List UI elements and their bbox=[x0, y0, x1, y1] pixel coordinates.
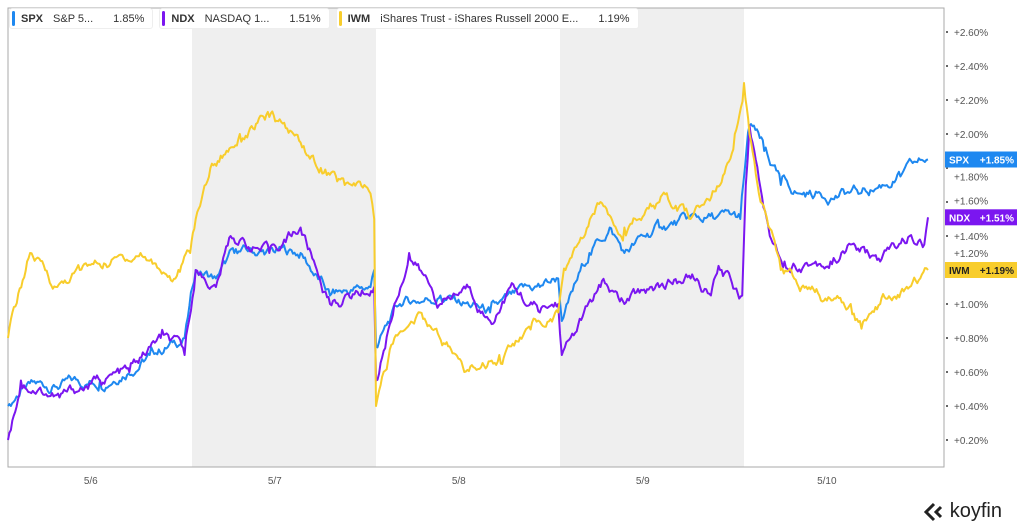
shaded-session bbox=[192, 8, 376, 467]
y-tick bbox=[946, 65, 948, 67]
y-tick bbox=[946, 405, 948, 407]
color-swatch bbox=[338, 11, 342, 26]
plot-frame bbox=[7, 7, 945, 468]
y-tick-label: +1.80% bbox=[954, 173, 988, 184]
legend-change: 1.85% bbox=[113, 12, 145, 25]
legend-item-spx[interactable]: SPX S&P 5... 1.85% bbox=[9, 8, 154, 29]
y-tick bbox=[946, 439, 948, 441]
legend-name: S&P 5... bbox=[53, 12, 94, 25]
last-value-label: +1.85% bbox=[980, 156, 1014, 167]
y-tick bbox=[946, 167, 948, 169]
y-tick-label: +0.40% bbox=[954, 402, 988, 413]
x-tick-label: 5/10 bbox=[817, 476, 837, 487]
y-tick bbox=[946, 133, 948, 135]
series-line-spx bbox=[7, 123, 929, 407]
shaded-session bbox=[560, 8, 744, 467]
y-tick-label: +2.20% bbox=[954, 96, 988, 107]
y-tick bbox=[946, 201, 948, 203]
legend-name: iShares Trust - iShares Russell 2000 E..… bbox=[380, 12, 579, 25]
series-line-iwm bbox=[7, 82, 929, 407]
y-tick bbox=[946, 337, 948, 339]
last-value-symbol: IWM bbox=[949, 266, 970, 277]
legend-change: 1.19% bbox=[598, 12, 630, 25]
y-tick-label: +1.20% bbox=[954, 249, 988, 260]
last-value-label: +1.19% bbox=[980, 266, 1014, 277]
x-tick-label: 5/7 bbox=[268, 476, 282, 487]
y-tick bbox=[946, 235, 948, 237]
logo-text: koyfin bbox=[949, 500, 1002, 522]
legend-item-ndx[interactable]: NDX NASDAQ 1... 1.51% bbox=[159, 8, 330, 29]
last-value-symbol: NDX bbox=[949, 213, 970, 224]
y-tick-label: +2.00% bbox=[954, 130, 988, 141]
y-tick-label: +1.60% bbox=[954, 196, 988, 207]
y-tick bbox=[946, 31, 948, 33]
y-tick-label: +0.60% bbox=[954, 368, 988, 379]
legend: SPX S&P 5... 1.85% NDX NASDAQ 1... 1.51%… bbox=[9, 8, 639, 29]
legend-symbol: NDX bbox=[171, 12, 195, 25]
y-tick bbox=[946, 303, 948, 305]
legend-change: 1.51% bbox=[289, 12, 321, 25]
x-tick-label: 5/6 bbox=[84, 476, 98, 487]
legend-symbol: IWM bbox=[347, 12, 371, 25]
legend-symbol: SPX bbox=[21, 12, 44, 25]
y-tick bbox=[946, 371, 948, 373]
x-tick-label: 5/8 bbox=[452, 476, 466, 487]
y-tick-label: +0.20% bbox=[954, 436, 988, 447]
series-line-ndx bbox=[7, 124, 929, 441]
koyfin-logo-icon bbox=[923, 502, 942, 521]
last-value-label: +1.51% bbox=[980, 213, 1014, 224]
last-value-tag-ndx bbox=[945, 209, 1017, 226]
last-value-symbol: SPX bbox=[949, 156, 969, 167]
legend-name: NASDAQ 1... bbox=[204, 12, 270, 25]
color-swatch bbox=[12, 11, 15, 26]
y-tick-label: +1.00% bbox=[954, 300, 988, 311]
legend-item-iwm[interactable]: IWM iShares Trust - iShares Russell 2000… bbox=[335, 8, 639, 29]
y-tick-label: +2.40% bbox=[954, 62, 988, 73]
y-tick-label: +1.40% bbox=[954, 232, 988, 243]
x-tick-label: 5/9 bbox=[636, 476, 650, 487]
color-swatch bbox=[162, 11, 166, 26]
koyfin-logo: koyfin bbox=[923, 500, 1002, 523]
y-tick-label: +2.60% bbox=[954, 28, 988, 39]
last-value-tag-spx bbox=[945, 151, 1017, 168]
y-tick bbox=[946, 99, 948, 101]
y-tick-label: +0.80% bbox=[954, 334, 988, 345]
last-value-tag-iwm bbox=[945, 262, 1017, 278]
